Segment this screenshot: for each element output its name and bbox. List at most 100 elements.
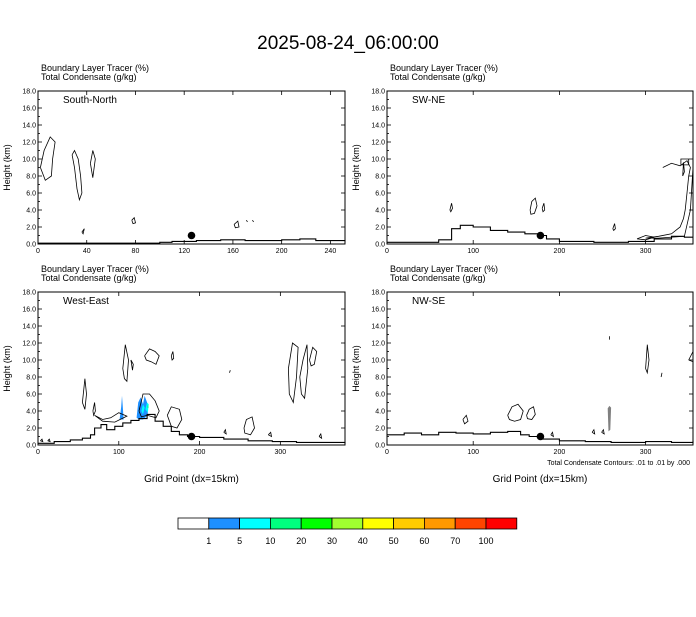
panel-nw-se: Boundary Layer Tracer (%)Total Condensat… [351,264,694,485]
y-tick-label: 18.0 [22,89,36,96]
colorbar-label: 10 [265,536,275,546]
colorbar-label: 30 [327,536,337,546]
x-tick-label: 0 [36,449,40,456]
condensate-contour [299,344,309,400]
x-tick-label: 0 [36,248,40,255]
x-tick-label: 120 [178,248,190,255]
panel-group: Boundary Layer Tracer (%)Total Condensat… [2,63,694,485]
y-tick-label: 0.0 [375,242,385,249]
condensate-contour [309,346,318,367]
panel-header-tracer: Boundary Layer Tracer (%) [41,63,149,73]
plot-frame [386,291,694,446]
condensate-contour [682,162,685,177]
y-tick-label: 14.0 [371,324,385,331]
condensate-contour [507,403,524,422]
x-tick-label: 300 [275,449,287,456]
y-tick-label: 16.0 [371,106,385,113]
y-tick-label: 12.0 [371,341,385,348]
condensate-contour [130,359,134,371]
x-tick-label: 200 [194,449,206,456]
condensate-contour [680,158,690,166]
condensate-contour [138,393,160,419]
panel-header-condensate: Total Condensate (g/kg) [41,72,137,82]
panel-header-tracer: Boundary Layer Tracer (%) [390,264,498,274]
location-marker [536,432,545,441]
y-axis-label: Height (km) [351,144,361,191]
condensate-contour [144,348,160,365]
terrain-line [38,413,346,444]
x-tick-label: 0 [385,449,389,456]
condensate-contour [233,220,240,229]
y-tick-label: 6.0 [26,392,36,399]
x-tick-label: 240 [325,248,337,255]
y-tick-label: 2.0 [26,426,36,433]
y-tick-label: 16.0 [22,307,36,314]
plot-frame [37,291,346,446]
x-tick-label: 200 [276,248,288,255]
x-tick-label: 300 [640,248,652,255]
condensate-contour-group [40,136,254,235]
condensate-contour [288,342,299,404]
condensate-contour [71,149,83,202]
y-tick-label: 4.0 [375,409,385,416]
colorbar-swatch [300,517,333,530]
condensate-contour [92,402,96,417]
colorbar-swatch [177,517,210,530]
colorbar: 1 5 10 20 30 40 50 60 70 100 [177,517,518,546]
condensate-contour [229,370,231,373]
y-axis-label: Height (km) [2,345,12,392]
y-tick-label: 18.0 [22,290,36,297]
y-tick-label: 4.0 [26,208,36,215]
y-tick-label: 14.0 [22,324,36,331]
colorbar-swatch [454,517,487,530]
y-tick-label: 12.0 [22,140,36,147]
colorbar-label: 20 [296,536,306,546]
panel-header-condensate: Total Condensate (g/kg) [390,72,486,82]
condensate-contour [660,372,663,378]
y-tick-label: 6.0 [26,191,36,198]
condensate-contour [90,150,96,178]
panel-sw-ne: Boundary Layer Tracer (%)Total Condensat… [351,63,694,255]
panel-label: South-North [63,95,117,106]
colorbar-swatch [239,517,271,530]
y-tick-label: 10.0 [371,157,385,164]
colorbar-label: 70 [450,536,460,546]
x-tick-label: 100 [467,248,479,255]
condensate-contour [94,412,128,423]
colorbar-swatch [208,517,241,530]
condensate-contour [243,416,255,436]
terrain-line [38,238,346,244]
panel-header-condensate: Total Condensate (g/kg) [390,273,486,283]
condensate-contour-group [449,158,694,241]
x-axis-label: Grid Point (dx=15km) [493,474,588,485]
y-tick-label: 4.0 [375,208,385,215]
condensate-contour-group [462,336,694,438]
footnote: Total Condensate Contours: .01 to .01 by… [547,460,690,467]
colorbar-swatch [393,517,425,530]
colorbar-label: 5 [237,536,242,546]
y-tick-label: 10.0 [22,157,36,164]
panel-header-condensate: Total Condensate (g/kg) [41,273,137,283]
colorbar-swatch [423,517,456,530]
panel-label: West-East [63,296,109,307]
colorbar-swatch [362,517,394,530]
y-tick-label: 8.0 [26,174,36,181]
condensate-contour [252,219,254,223]
location-marker [536,231,545,240]
condensate-contour [591,428,596,435]
condensate-contour [612,223,616,232]
tracer-fill-group [607,405,612,432]
y-tick-label: 8.0 [375,174,385,181]
y-tick-label: 2.0 [26,225,36,232]
plot-frame [386,90,694,245]
condensate-contour [268,431,273,438]
y-tick-label: 0.0 [375,443,385,450]
condensate-contour [81,228,85,235]
tracer-fill-group [119,395,149,420]
y-tick-label: 16.0 [22,106,36,113]
y-tick-label: 2.0 [375,225,385,232]
condensate-contour [462,414,469,425]
terrain-line [387,430,694,443]
panel-south-north: Boundary Layer Tracer (%)Total Condensat… [2,63,346,255]
x-tick-label: 40 [83,248,91,255]
